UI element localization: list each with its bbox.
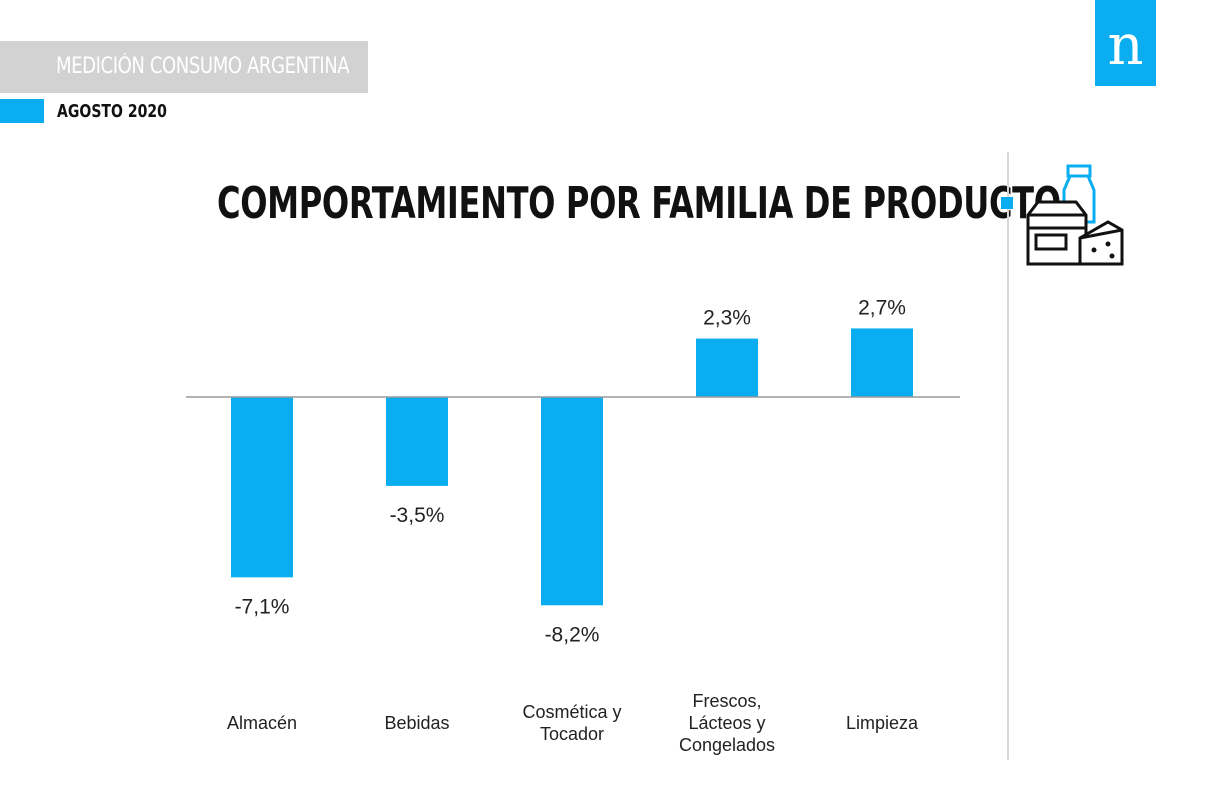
report-title: MEDICIÓN CONSUMO ARGENTINA [56,54,350,79]
data-label-4: 2,7% [858,296,906,319]
bar-2 [541,397,603,606]
grocery-icon [1026,164,1124,266]
data-label-0: -7,1% [235,595,290,618]
report-date: AGOSTO 2020 [57,101,167,122]
data-label-3: 2,3% [703,307,751,330]
data-label-2: -8,2% [545,623,600,646]
date-accent-bar [0,99,44,123]
bar-3 [696,338,758,397]
logo-letter: n [1107,13,1144,78]
header-band [0,41,368,93]
category-label-3: Frescos, Lácteos y Congelados [679,691,775,755]
data-label-1: -3,5% [390,504,445,527]
bar-0 [231,397,293,578]
category-label-2: Cosmética y Tocador [522,702,621,744]
category-label-1: Bebidas [384,713,449,733]
bar-4 [851,328,913,397]
category-label-4: Limpieza [846,713,919,733]
bar-1 [386,397,448,486]
brand-logo: n [1095,0,1156,86]
chart-title: COMPORTAMIENTO POR FAMILIA DE PRODUCTO [217,178,1061,229]
vertical-divider [1007,152,1009,760]
divider-marker [1001,197,1013,209]
category-label-0: Almacén [227,713,297,733]
